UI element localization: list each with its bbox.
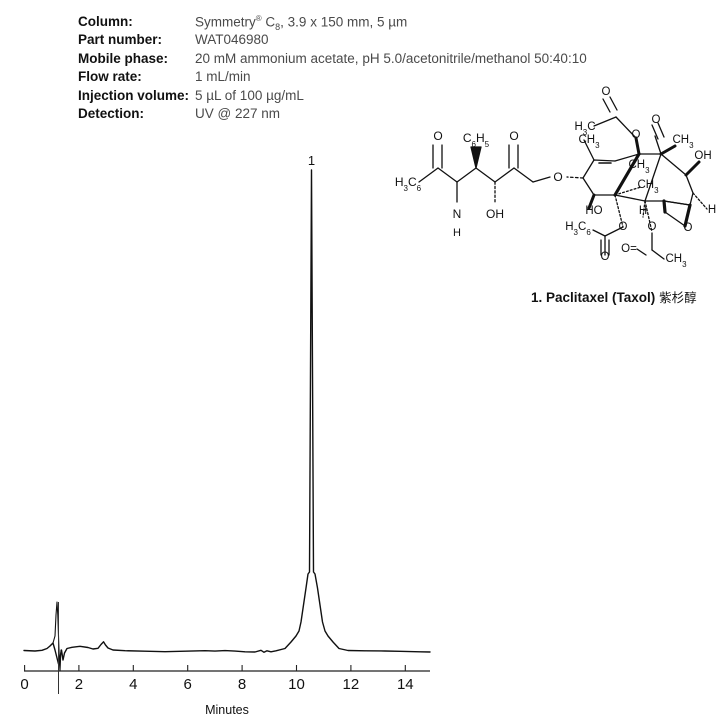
svg-text:OH: OH	[694, 150, 711, 162]
svg-text:OH: OH	[486, 207, 504, 221]
svg-text:O: O	[619, 221, 628, 233]
svg-text:C6H5: C6H5	[463, 131, 490, 149]
svg-text:O: O	[602, 86, 611, 98]
svg-text:O=: O=	[621, 243, 637, 255]
svg-text:O: O	[433, 129, 442, 143]
svg-text:1. Paclitaxel (Taxol) 紫杉醇: 1. Paclitaxel (Taxol) 紫杉醇	[531, 290, 697, 305]
svg-text:CH3: CH3	[628, 159, 650, 175]
svg-text:H3C6: H3C6	[565, 221, 591, 237]
svg-text:O: O	[509, 129, 518, 143]
svg-text:N: N	[453, 207, 462, 221]
svg-text:O: O	[652, 114, 661, 126]
svg-text:O: O	[553, 170, 562, 184]
svg-text:H: H	[708, 204, 716, 216]
svg-text:H: H	[639, 205, 647, 217]
svg-text:O: O	[648, 221, 657, 233]
svg-text:CH3: CH3	[578, 134, 600, 150]
svg-text:H: H	[453, 227, 461, 239]
svg-text:O: O	[632, 129, 641, 141]
svg-text:CH3: CH3	[665, 253, 687, 269]
svg-text:O: O	[684, 222, 693, 234]
svg-text:O: O	[601, 251, 610, 263]
svg-text:HO: HO	[585, 205, 602, 217]
svg-text:H3C6: H3C6	[395, 175, 422, 193]
